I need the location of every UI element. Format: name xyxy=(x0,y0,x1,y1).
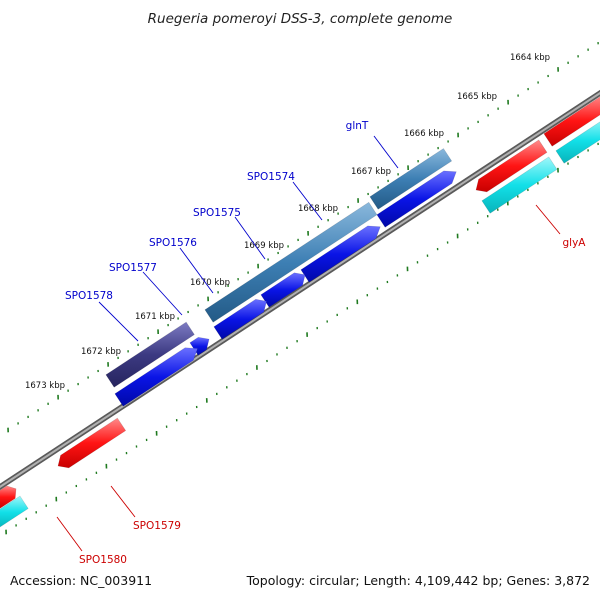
gene-label-reverse[interactable]: SPO1578 xyxy=(65,290,113,302)
reverse-cds-feature[interactable] xyxy=(300,225,381,283)
tick-label: 1673 kbp xyxy=(25,381,65,391)
callout-line xyxy=(292,181,323,221)
reverse-cds-feature[interactable] xyxy=(213,298,267,340)
feature-tracks xyxy=(0,95,600,528)
callout-line xyxy=(98,301,139,342)
tick-label: 1667 kbp xyxy=(351,167,391,177)
reverse-gene-span[interactable] xyxy=(369,148,453,210)
gene-label-reverse[interactable]: SPO1575 xyxy=(193,207,241,219)
tick-label: 1666 kbp xyxy=(404,129,444,139)
topology-summary: Topology: circular; Length: 4,109,442 bp… xyxy=(246,573,590,588)
forward-cds-feature[interactable] xyxy=(0,485,17,509)
gene-label-reverse[interactable]: SPO1577 xyxy=(109,262,157,274)
callout-line xyxy=(142,271,183,316)
reverse-cds-feature[interactable] xyxy=(189,336,210,356)
gene-label-forward[interactable]: glyA xyxy=(563,237,587,249)
tick-row-inner xyxy=(5,142,599,535)
gene-label-reverse[interactable]: glnT xyxy=(346,120,369,132)
callout-line xyxy=(56,516,83,552)
gene-label-reverse[interactable]: SPO1574 xyxy=(247,171,295,183)
forward-cds-feature[interactable] xyxy=(543,95,600,147)
callout-line xyxy=(535,204,561,235)
callout-line xyxy=(373,135,399,169)
genome-backbone xyxy=(0,89,600,491)
gene-label-forward[interactable]: SPO1579 xyxy=(133,520,181,532)
callout-line xyxy=(110,485,136,518)
forward-cds-feature[interactable] xyxy=(57,417,127,469)
reverse-gene-span[interactable] xyxy=(204,201,378,323)
tick-label: 1670 kbp xyxy=(190,278,230,288)
tick-label: 1668 kbp xyxy=(298,204,338,214)
forward-cds-feature[interactable] xyxy=(475,139,548,193)
reverse-cds-feature[interactable] xyxy=(260,272,306,308)
callout-line xyxy=(234,216,266,260)
tick-label: 1664 kbp xyxy=(510,53,550,63)
tick-label: 1672 kbp xyxy=(81,347,121,357)
tick-label: 1671 kbp xyxy=(135,312,175,322)
highlight-cds-feature[interactable] xyxy=(105,321,195,388)
forward-rna-feature[interactable] xyxy=(0,495,29,528)
gene-label-forward[interactable]: SPO1580 xyxy=(79,554,127,566)
tick-label: 1665 kbp xyxy=(457,92,497,102)
tick-label: 1669 kbp xyxy=(244,241,284,251)
reverse-cds-feature[interactable] xyxy=(376,170,457,228)
gene-callouts: glnT SPO1574 SPO1575 SPO1576 SPO1577 SPO1578 g… xyxy=(56,120,587,566)
backbone-highlight xyxy=(0,91,600,489)
forward-rna-feature[interactable] xyxy=(481,156,558,214)
accession-text: Accession: NC_003911 xyxy=(10,573,152,588)
tick-row-outer xyxy=(7,42,599,433)
reverse-cds-feature[interactable] xyxy=(114,347,199,407)
tick-labels: 1664 kbp 1665 kbp 1666 kbp 1667 kbp 1668 kbp… xyxy=(25,53,550,391)
callout-line xyxy=(179,247,214,294)
map-title: Ruegeria pomeroyi DSS-3, complete genome xyxy=(148,11,453,27)
gene-label-reverse[interactable]: SPO1576 xyxy=(149,237,197,249)
forward-rna-feature[interactable] xyxy=(555,118,600,164)
